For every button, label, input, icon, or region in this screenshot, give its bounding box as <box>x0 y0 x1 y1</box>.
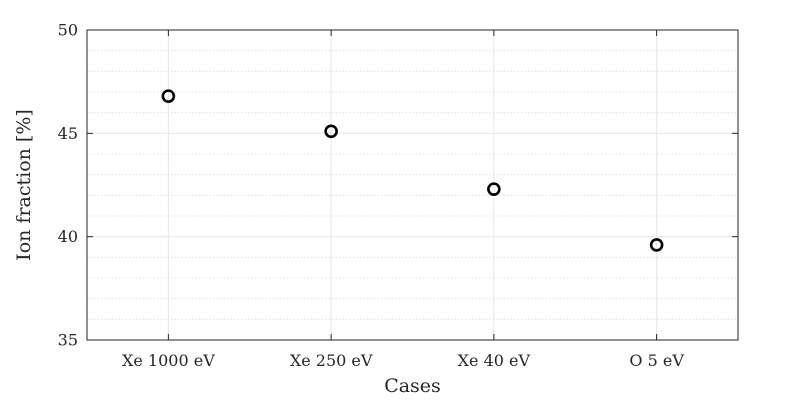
y-tick-label: 50 <box>58 21 78 40</box>
data-markers <box>161 89 664 252</box>
axis-ticks <box>87 29 738 341</box>
y-tick-labels: 35 40 45 50 <box>58 21 78 350</box>
data-point <box>161 89 176 103</box>
minor-grid <box>87 50 738 320</box>
y-tick-label: 40 <box>58 227 78 246</box>
plot-frame <box>86 29 739 341</box>
x-tick-label: Xe 1000 eV <box>122 351 215 370</box>
y-tick-label: 35 <box>58 331 78 350</box>
data-point <box>649 238 664 252</box>
x-tick-label: Xe 40 eV <box>458 351 531 370</box>
major-grid <box>87 30 738 340</box>
data-point <box>324 124 338 139</box>
x-tick-label: O 5 eV <box>629 351 684 370</box>
y-tick-label: 45 <box>58 124 78 143</box>
x-axis-title: Cases <box>384 375 441 397</box>
data-point <box>487 182 501 196</box>
y-axis-title: Ion fraction [%] <box>13 109 35 261</box>
x-tick-labels: Xe 1000 eV Xe 250 eV Xe 40 eV O 5 eV <box>122 351 684 370</box>
x-tick-label: Xe 250 eV <box>290 351 373 370</box>
